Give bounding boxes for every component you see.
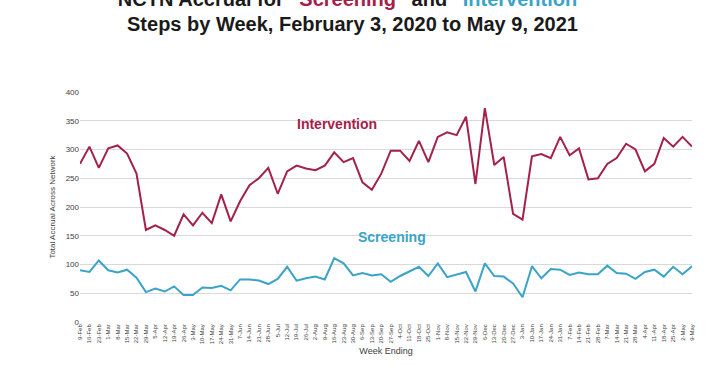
svg-text:23-Aug: 23-Aug: [341, 324, 347, 343]
svg-text:8-Nov: 8-Nov: [444, 324, 450, 340]
svg-text:100: 100: [66, 260, 80, 269]
svg-text:Week Ending: Week Ending: [359, 346, 412, 356]
svg-text:21-Jun: 21-Jun: [256, 324, 262, 342]
svg-text:NCTN Accrual for “Screening” a: NCTN Accrual for “Screening” and “Interv…: [118, 0, 587, 35]
svg-text:6-Sep: 6-Sep: [359, 324, 365, 341]
svg-text:5-Jul: 5-Jul: [275, 324, 281, 337]
svg-text:16-Feb: 16-Feb: [86, 324, 92, 344]
svg-text:24-May: 24-May: [218, 324, 224, 344]
svg-text:29-Nov: 29-Nov: [472, 324, 478, 343]
svg-text:12-Jul: 12-Jul: [284, 324, 290, 340]
svg-text:400: 400: [66, 88, 80, 97]
svg-text:19-Apr: 19-Apr: [171, 324, 177, 342]
svg-text:300: 300: [66, 145, 80, 154]
svg-text:9-May: 9-May: [689, 324, 695, 341]
svg-text:9-Feb: 9-Feb: [77, 324, 83, 340]
svg-text:6-Dec: 6-Dec: [482, 324, 488, 340]
svg-text:31-May: 31-May: [228, 324, 234, 344]
svg-text:4-Oct: 4-Oct: [397, 324, 403, 339]
svg-text:21-Feb: 21-Feb: [585, 324, 591, 344]
svg-text:7-Jun: 7-Jun: [237, 324, 243, 339]
svg-text:22-Nov: 22-Nov: [463, 324, 469, 343]
svg-text:5-Apr: 5-Apr: [152, 324, 158, 339]
svg-text:28-Jun: 28-Jun: [265, 324, 271, 342]
svg-text:24-Jan: 24-Jan: [548, 324, 554, 342]
svg-text:27-Sep: 27-Sep: [388, 324, 394, 344]
svg-text:21-Mar: 21-Mar: [623, 324, 629, 343]
svg-text:1-Nov: 1-Nov: [435, 324, 441, 340]
svg-text:0: 0: [75, 318, 80, 327]
svg-text:26-Jul: 26-Jul: [303, 324, 309, 340]
svg-text:17-May: 17-May: [209, 324, 215, 344]
svg-text:27-Dec: 27-Dec: [510, 324, 516, 343]
svg-text:11-Oct: 11-Oct: [406, 324, 412, 342]
svg-text:10-May: 10-May: [199, 324, 205, 344]
svg-text:13-Sep: 13-Sep: [369, 324, 375, 344]
svg-text:26-Apr: 26-Apr: [181, 324, 187, 342]
svg-text:28-Feb: 28-Feb: [595, 324, 601, 344]
svg-text:150: 150: [66, 232, 80, 241]
svg-text:8-Mar: 8-Mar: [115, 324, 121, 340]
svg-text:12-Apr: 12-Apr: [162, 324, 168, 342]
svg-text:Screening: Screening: [358, 229, 426, 245]
svg-text:4-Apr: 4-Apr: [642, 324, 648, 339]
svg-text:350: 350: [66, 117, 80, 126]
svg-text:7-Mar: 7-Mar: [604, 324, 610, 340]
svg-text:Intervention: Intervention: [297, 116, 377, 132]
svg-text:14-Feb: 14-Feb: [576, 324, 582, 344]
svg-text:14-Mar: 14-Mar: [614, 324, 620, 343]
svg-text:250: 250: [66, 174, 80, 183]
svg-text:28-Mar: 28-Mar: [632, 324, 638, 343]
svg-text:15-Mar: 15-Mar: [124, 324, 130, 343]
svg-text:3-May: 3-May: [190, 324, 196, 341]
svg-text:Total Accrual Across Network: Total Accrual Across Network: [48, 154, 57, 258]
svg-text:25-Oct: 25-Oct: [425, 324, 431, 342]
svg-text:30-Aug: 30-Aug: [350, 324, 356, 343]
svg-text:15-Nov: 15-Nov: [454, 324, 460, 343]
svg-text:23-Feb: 23-Feb: [96, 324, 102, 344]
svg-text:18-Apr: 18-Apr: [661, 324, 667, 342]
svg-text:50: 50: [70, 289, 79, 298]
svg-text:22-Mar: 22-Mar: [133, 324, 139, 343]
svg-text:29-Mar: 29-Mar: [143, 324, 149, 343]
svg-text:10-Jan: 10-Jan: [529, 324, 535, 342]
svg-text:31-Jan: 31-Jan: [557, 324, 563, 342]
svg-text:3-Jan: 3-Jan: [519, 324, 525, 339]
svg-text:11-Apr: 11-Apr: [651, 324, 657, 342]
svg-text:18-Oct: 18-Oct: [416, 324, 422, 342]
svg-text:9-Aug: 9-Aug: [322, 324, 328, 340]
svg-text:20-Dec: 20-Dec: [501, 324, 507, 343]
svg-text:16-Aug: 16-Aug: [331, 324, 337, 343]
svg-text:2-May: 2-May: [680, 324, 686, 341]
svg-text:7-Feb: 7-Feb: [567, 324, 573, 340]
svg-text:13-Dec: 13-Dec: [491, 324, 497, 343]
svg-text:17-Jan: 17-Jan: [538, 324, 544, 342]
svg-text:200: 200: [66, 203, 80, 212]
svg-text:2-Aug: 2-Aug: [312, 324, 318, 340]
svg-text:25-Apr: 25-Apr: [670, 324, 676, 342]
svg-text:14-Jun: 14-Jun: [246, 324, 252, 342]
svg-text:1-Mar: 1-Mar: [105, 324, 111, 340]
svg-text:20-Sep: 20-Sep: [378, 324, 384, 344]
svg-text:19-Jul: 19-Jul: [294, 324, 300, 340]
